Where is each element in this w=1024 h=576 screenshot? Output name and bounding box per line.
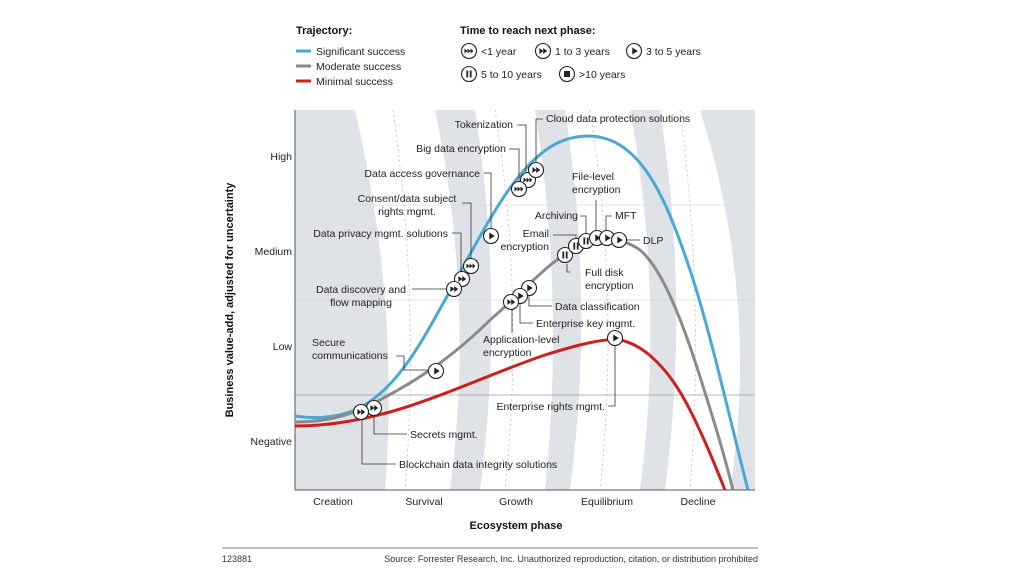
enterprise-rights-marker-icon xyxy=(606,329,624,347)
tokenization-leader xyxy=(517,124,527,180)
data-privacy-label: Data privacy mgmt. solutions xyxy=(313,228,448,240)
data-privacy-leader xyxy=(452,232,462,278)
phase-bands xyxy=(295,110,755,490)
data-access-governance-marker-icon xyxy=(482,227,500,245)
data-discovery-marker-icon xyxy=(445,280,463,298)
application-level-label-line-1: Application-level xyxy=(483,334,559,346)
cloud-data-protection-label: Cloud data protection solutions xyxy=(546,113,690,125)
data-classification-label: Data classification xyxy=(555,301,640,313)
data-classification-leader xyxy=(528,296,552,307)
time-legend: Time to reach next phase: <1 year 1 to 3… xyxy=(460,25,701,83)
data-discovery-label-line-1: Data discovery and xyxy=(316,284,406,296)
x-tick-growth: Growth xyxy=(499,496,533,508)
cloud-data-protection-marker-icon xyxy=(527,161,545,179)
application-level-label-line-2: encryption xyxy=(483,347,532,359)
double-arrow-icon xyxy=(534,42,552,60)
secure-communications-label-line-2: communications xyxy=(312,350,388,362)
legend-significant-success: Significant success xyxy=(316,46,405,58)
legend-3-to-5-years: 3 to 5 years xyxy=(646,46,701,58)
enterprise-rights-label: Enterprise rights mgmt. xyxy=(496,401,605,413)
y-tick-medium: Medium xyxy=(255,246,293,258)
time-legend-title: Time to reach next phase: xyxy=(460,25,596,37)
big-data-encryption-label: Big data encryption xyxy=(416,143,506,155)
data-discovery-label-line-2: flow mapping xyxy=(330,297,392,309)
secrets-mgmt-leader xyxy=(373,416,407,435)
mft-leader xyxy=(605,215,612,232)
cloud-data-protection-leader xyxy=(535,118,543,168)
legend-moderate-success: Moderate success xyxy=(316,61,401,73)
footer-source: Source: Forrester Research, Inc. Unautho… xyxy=(384,554,758,564)
y-tick-low: Low xyxy=(273,341,293,353)
archiving-leader xyxy=(580,215,587,235)
secure-communications-marker-icon xyxy=(427,362,445,380)
email-encryption-leader xyxy=(553,234,577,238)
tokenization-label: Tokenization xyxy=(455,119,514,131)
x-tick-decline: Decline xyxy=(680,496,715,508)
blockchain-leader xyxy=(361,420,396,465)
enterprise-key-leader xyxy=(519,303,533,324)
minimal-success-curve xyxy=(295,338,727,490)
blockchain-label: Blockchain data integrity solutions xyxy=(399,459,557,471)
dlp-label: DLP xyxy=(643,235,663,247)
x-tick-survival: Survival xyxy=(405,496,442,508)
triple-arrow-icon xyxy=(460,42,478,60)
enterprise-key-label: Enterprise key mgmt. xyxy=(536,318,635,330)
archiving-label: Archiving xyxy=(535,210,578,222)
data-access-governance-label: Data access governance xyxy=(364,168,480,180)
email-encryption-label-line-1: Email xyxy=(523,228,549,240)
y-tick-high: High xyxy=(270,151,292,163)
consent-label-line-1: Consent/data subject xyxy=(358,193,457,205)
y-axis-title: Business value-add, adjusted for uncerta… xyxy=(224,182,236,418)
full-disk-encryption-leader xyxy=(566,264,570,273)
application-level-marker-icon xyxy=(502,293,520,311)
curve-markers xyxy=(352,161,628,421)
blockchain-marker-icon xyxy=(352,403,370,421)
trajectory-legend-title: Trajectory: xyxy=(296,25,352,37)
legend-less-than-1-year: <1 year xyxy=(481,46,517,58)
play-icon xyxy=(625,42,643,60)
full-disk-encryption-label-line-1: Full disk xyxy=(585,267,624,279)
x-axis-title: Ecosystem phase xyxy=(470,520,563,532)
email-encryption-label-line-2: encryption xyxy=(501,241,550,253)
y-tick-negative: Negative xyxy=(251,436,293,448)
pause-icon xyxy=(460,65,478,83)
consent-marker-icon xyxy=(462,257,480,275)
x-tick-creation: Creation xyxy=(313,496,353,508)
footer-id: 123881 xyxy=(222,554,252,564)
full-disk-encryption-label-line-2: encryption xyxy=(585,280,634,292)
significant-success-curve xyxy=(295,134,750,490)
secrets-mgmt-marker-icon xyxy=(365,399,383,417)
file-level-encryption-label-line-2: encryption xyxy=(572,184,621,196)
secure-communications-label-line-1: Secure xyxy=(312,337,345,349)
dlp-marker-icon xyxy=(610,231,628,249)
consent-label-line-2: rights mgmt. xyxy=(378,206,436,218)
secure-communications-leader xyxy=(396,355,428,371)
trajectory-legend: Trajectory: Significant success Moderate… xyxy=(296,25,405,88)
email-encryption-marker-icon xyxy=(556,246,574,264)
big-data-encryption-leader xyxy=(509,148,520,187)
x-tick-equilibrium: Equilibrium xyxy=(581,496,633,508)
legend-minimal-success: Minimal success xyxy=(316,76,393,88)
consent-leader xyxy=(462,202,472,264)
callout-leaders xyxy=(361,118,640,465)
legend-more-than-10-years: >10 years xyxy=(579,69,625,81)
legend-5-to-10-years: 5 to 10 years xyxy=(481,69,542,81)
enterprise-rights-leader xyxy=(608,346,616,407)
secrets-mgmt-label: Secrets mgmt. xyxy=(410,429,478,441)
file-level-encryption-label-line-1: File-level xyxy=(572,171,614,183)
stop-icon xyxy=(558,65,576,83)
mft-marker-icon xyxy=(598,229,616,247)
data-access-governance-leader xyxy=(484,172,492,234)
mft-label: MFT xyxy=(615,210,637,222)
legend-1-to-3-years: 1 to 3 years xyxy=(555,46,610,58)
callout-labels: Tokenization Cloud data protection solut… xyxy=(312,113,690,471)
big-data-encryption-marker-icon xyxy=(510,180,528,198)
